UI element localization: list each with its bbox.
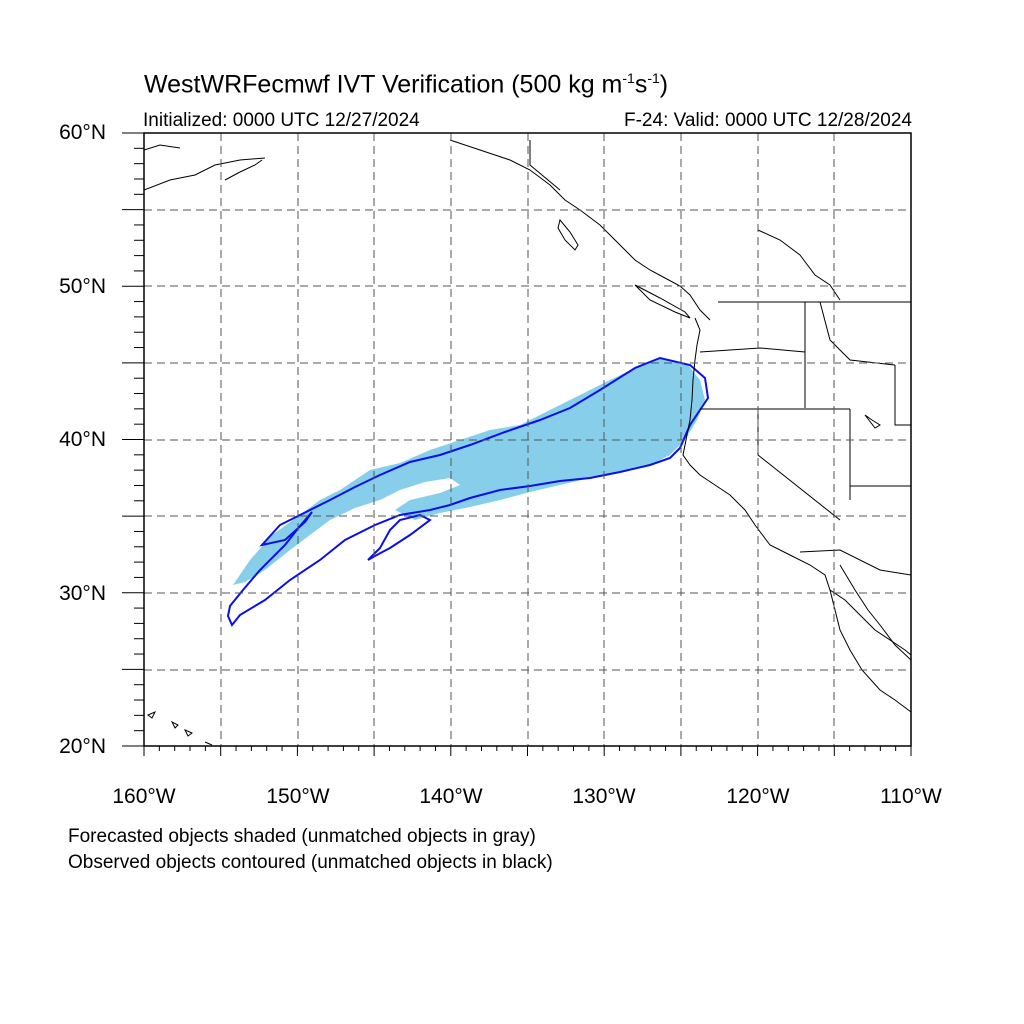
observed-legend-note: Observed objects contoured (unmatched ob… — [68, 852, 553, 873]
lon-label-140w: 140°W — [419, 785, 483, 808]
alaska-panhandle-coast — [449, 139, 711, 321]
initialized-time: Initialized: 0000 UTC 12/27/2024 — [143, 110, 420, 131]
valid-time: F-24: Valid: 0000 UTC 12/28/2024 — [624, 110, 912, 131]
lon-label-120w: 120°W — [726, 785, 790, 808]
kodiak-island — [224, 159, 263, 181]
vancouver-island — [634, 284, 691, 319]
montana-border — [819, 301, 896, 366]
gulf-california-coast — [839, 564, 911, 661]
lon-label-130w: 130°W — [572, 785, 636, 808]
map-title: WestWRFecmwf IVT Verification (500 kg m-… — [144, 70, 669, 99]
great-salt-lake — [864, 414, 881, 429]
coastlines — [144, 139, 911, 746]
oregon-washington-border — [699, 347, 806, 353]
us-mexico-border — [799, 549, 911, 576]
canada-rockies-line — [757, 229, 841, 301]
haida-gwaii — [557, 218, 579, 251]
lat-label-50n: 50°N — [59, 275, 106, 298]
california-nevada-border — [757, 409, 841, 521]
alaska-coast — [144, 157, 266, 191]
observed-object-contour — [226, 356, 710, 627]
lat-label-40n: 40°N — [59, 428, 106, 451]
wyoming-border — [894, 365, 911, 426]
observed-object-contour-island — [367, 513, 432, 561]
axis-ticks — [122, 132, 912, 756]
lat-label-30n: 30°N — [59, 582, 106, 605]
lat-label-60n: 60°N — [59, 121, 106, 144]
us-west-coast — [682, 317, 911, 656]
borders — [529, 140, 911, 576]
hawaii-islands — [147, 711, 213, 746]
alaska-canada-border — [529, 140, 561, 191]
forecast-legend-note: Forecasted objects shaded (unmatched obj… — [68, 826, 536, 847]
lon-label-150w: 150°W — [266, 785, 330, 808]
lon-label-110w: 110°W — [880, 785, 942, 808]
baja-california — [829, 589, 911, 713]
forecast-object — [233, 358, 705, 585]
lat-label-20n: 20°N — [59, 735, 106, 758]
lat-lon-grid — [144, 133, 911, 746]
aleutian-peninsula — [144, 144, 181, 151]
lon-label-160w: 160°W — [112, 785, 176, 808]
